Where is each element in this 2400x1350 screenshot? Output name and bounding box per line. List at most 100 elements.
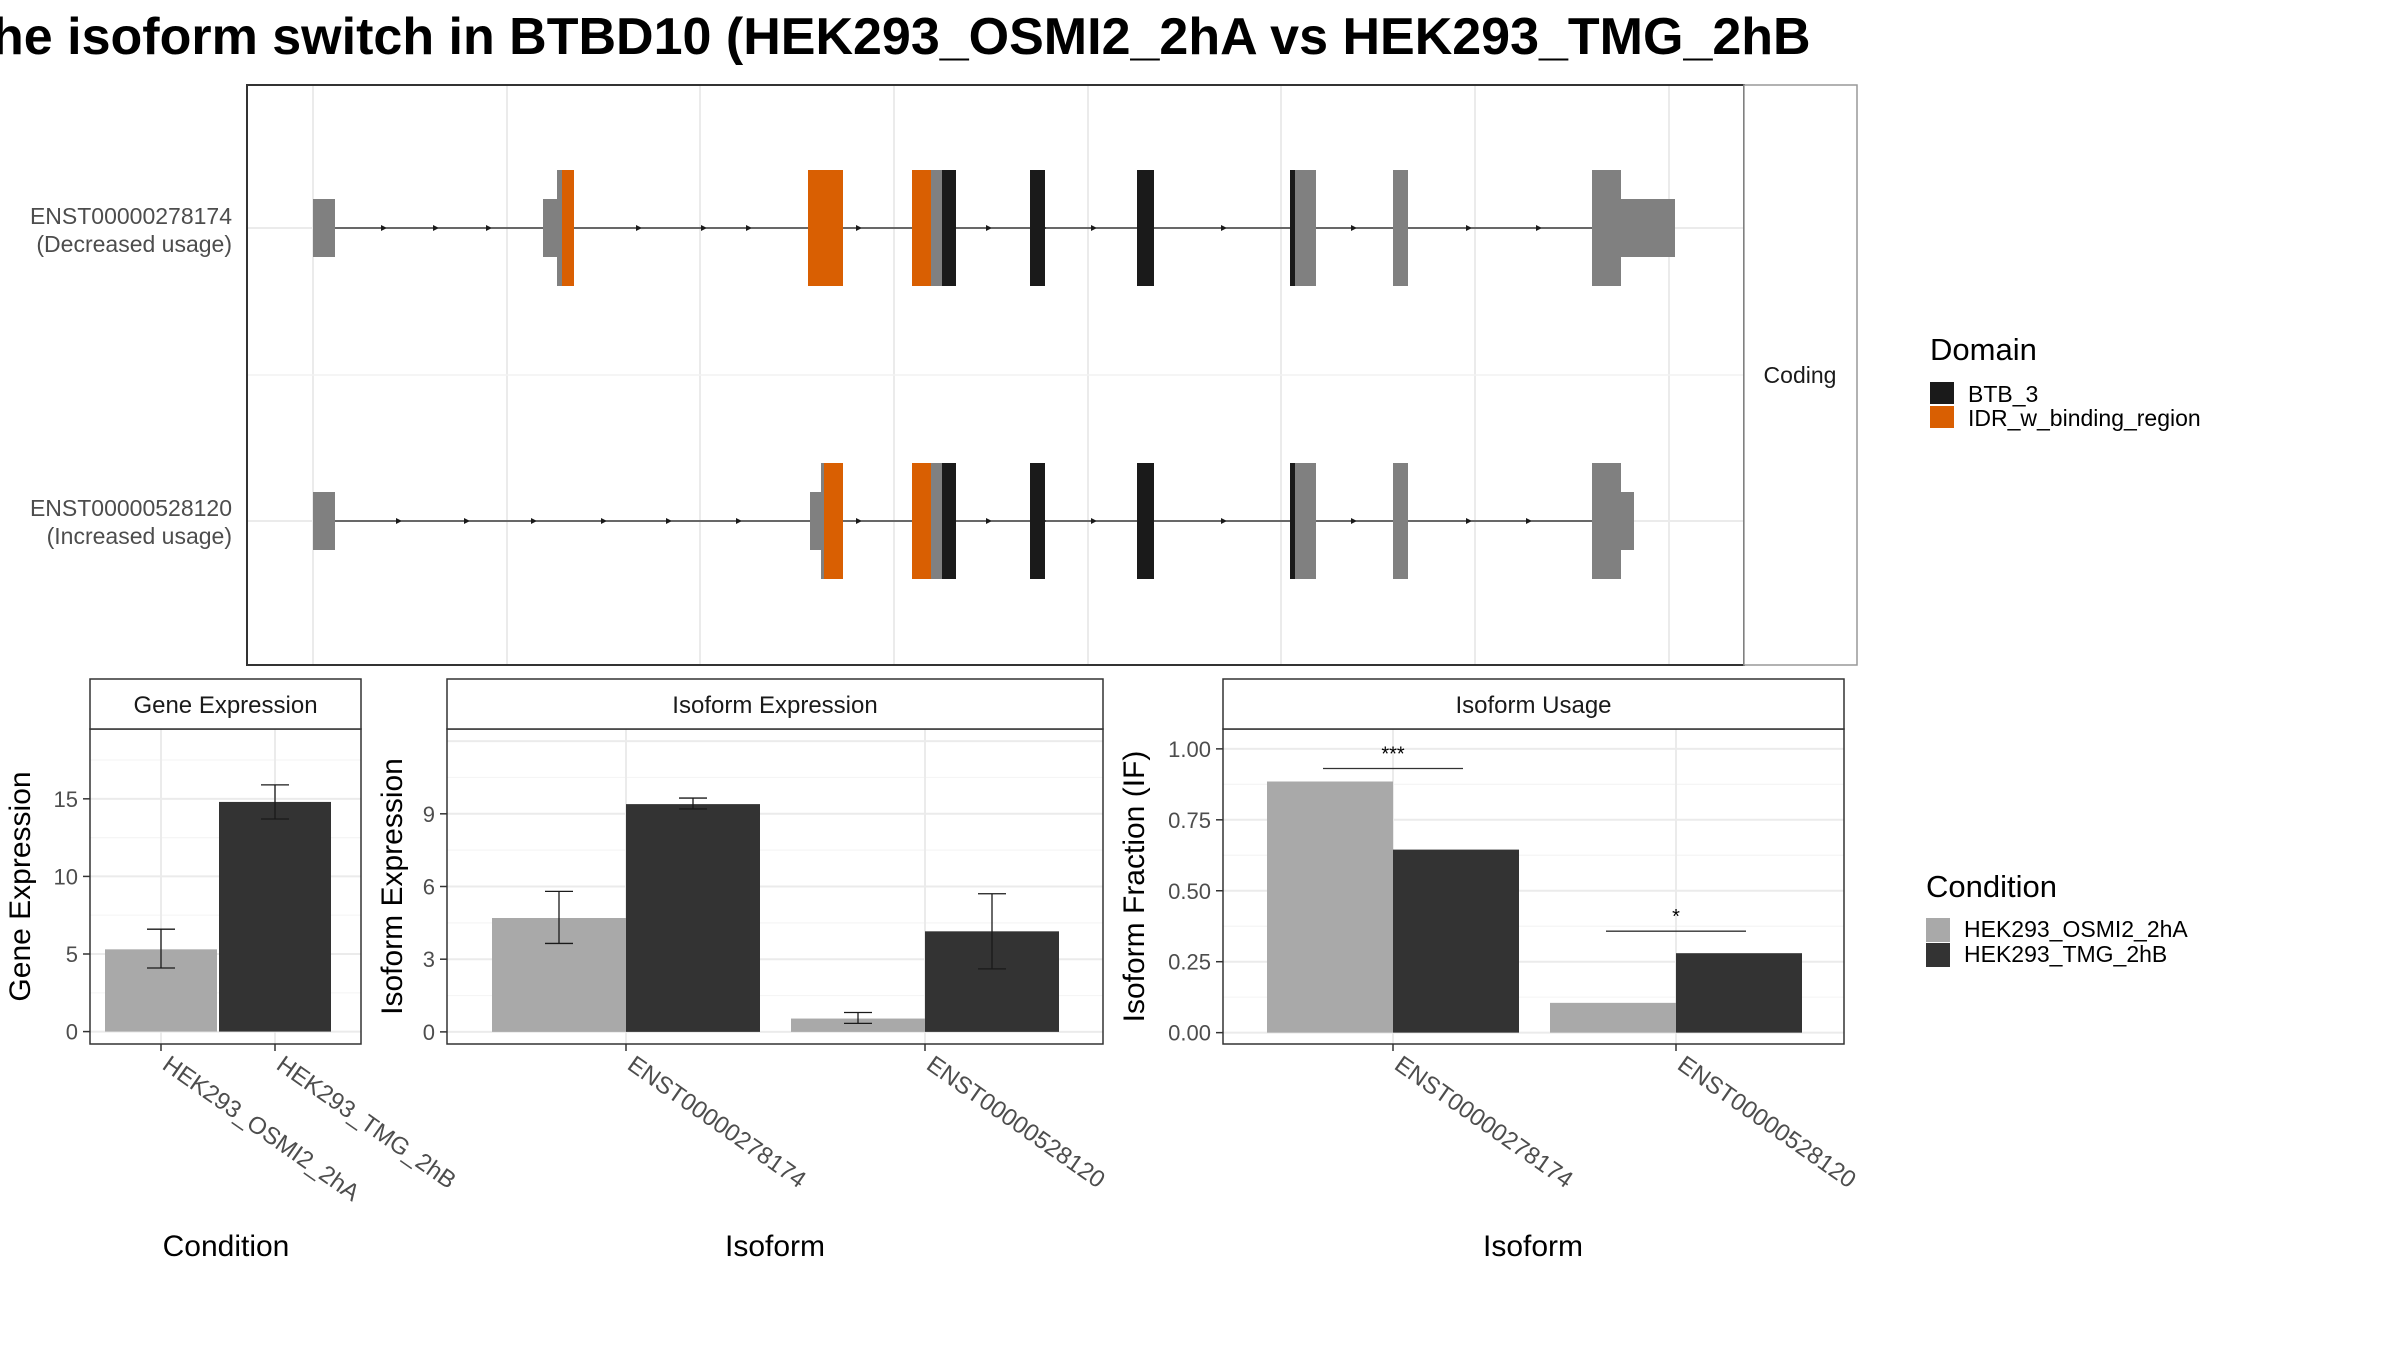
btb-domain-block (1290, 170, 1295, 286)
domain-legend-title: Domain (1930, 332, 2037, 367)
transcript-panel: Coding ENST00000278174 (Decreased usage)… (30, 84, 1858, 666)
exon-block (931, 463, 942, 579)
y-tick-label: 0 (66, 1020, 78, 1045)
bar-HEK293_TMG_2hB (219, 801, 331, 1032)
strand-arrow (486, 225, 492, 231)
chart-title: Isoform Expression (672, 692, 877, 719)
strand-arrow (601, 518, 607, 524)
bar-ENST00000278174-HEK293_TMG_2hB (626, 804, 760, 1032)
strand-arrow (986, 518, 992, 524)
strand-arrow (531, 518, 537, 524)
exon-block (1295, 463, 1316, 579)
y-tick-label: 10 (54, 864, 78, 889)
domain-legend-label-idr: IDR_w_binding_region (1968, 405, 2201, 431)
transcript-label-2-id: ENST00000528120 (30, 495, 232, 521)
bar-ENST00000528120-HEK293_OSMI2_2hA (791, 1018, 925, 1032)
condition-legend-swatch-b (1926, 943, 1950, 967)
idr-domain-block (912, 463, 931, 579)
exon-block (931, 170, 942, 286)
exon-block (1393, 170, 1408, 286)
condition-legend-label-b: HEK293_TMG_2hB (1964, 941, 2167, 967)
exon-block (1621, 492, 1634, 550)
btb-domain-block (1137, 170, 1154, 286)
domain-legend-label-btb: BTB_3 (1968, 381, 2038, 407)
btb-domain-block (942, 463, 956, 579)
y-tick-label: 15 (54, 787, 78, 812)
domain-legend-swatch-idr (1930, 406, 1954, 428)
idr-domain-block (824, 463, 843, 579)
y-tick-label: 0 (423, 1020, 435, 1045)
strand-arrow (666, 518, 672, 524)
strand-arrow (1466, 518, 1472, 524)
transcript-row-2 (313, 463, 1634, 579)
y-axis-label: Isoform Expression (376, 758, 409, 1015)
exon-block (1295, 170, 1316, 286)
strand-arrow (1526, 518, 1532, 524)
y-tick-label: 1.00 (1168, 737, 1211, 762)
idr-domain-block (562, 170, 574, 286)
y-tick-label: 0.75 (1168, 808, 1211, 833)
exon-block (543, 199, 557, 257)
coding-strip (1743, 84, 1858, 666)
domain-legend: Domain BTB_3 IDR_w_binding_region (1930, 332, 2201, 431)
exon-block (810, 492, 821, 550)
domain-legend-swatch-btb (1930, 382, 1954, 404)
x-tick-label: ENST00000278174 (623, 1051, 811, 1194)
bar-ENST00000278174-HEK293_TMG_2hB (1393, 849, 1519, 1033)
idr-domain-block (912, 170, 931, 286)
strand-arrow (381, 225, 387, 231)
bar-charts: Gene Expression 0 5 10 15 HEK293_OSMI2_2hAHEK… (4, 678, 1861, 1263)
y-tick-label: 0.50 (1168, 879, 1211, 904)
x-tick-label: HEK293_TMG_2hB (272, 1051, 461, 1195)
strand-arrow (1351, 225, 1357, 231)
exon-block (313, 492, 335, 550)
x-tick-label: ENST00000278174 (1390, 1051, 1578, 1194)
chart-3: ****Isoform Usage0.000.250.500.751.00ENS… (1118, 678, 1861, 1263)
y-tick-label: 9 (423, 802, 435, 827)
strand-arrow (636, 225, 642, 231)
exon-block (557, 170, 562, 286)
chart-strip (89, 678, 362, 730)
strand-arrow (856, 518, 862, 524)
y-tick-label: 5 (66, 942, 78, 967)
chart-title: Gene Expression (133, 692, 317, 719)
exon-block (313, 199, 335, 257)
strand-arrow (746, 225, 752, 231)
strand-arrow (1221, 225, 1227, 231)
y-tick-label: 0.00 (1168, 1021, 1211, 1046)
condition-legend-swatch-a (1926, 918, 1950, 942)
x-tick-label: HEK293_OSMI2_2hA (158, 1051, 365, 1207)
transcript-label-2-note: (Increased usage) (47, 523, 232, 549)
idr-domain-block (808, 170, 843, 286)
y-tick-label: 0.25 (1168, 950, 1211, 975)
exon-block (1621, 199, 1675, 257)
btb-domain-block (1030, 463, 1045, 579)
strand-arrow (1091, 518, 1097, 524)
strand-arrow (1536, 225, 1542, 231)
exon-block (821, 463, 824, 579)
transcript-label-1-id: ENST00000278174 (30, 203, 232, 229)
condition-legend-title: Condition (1926, 869, 2057, 904)
strand-arrow (1221, 518, 1227, 524)
chart-strip (1222, 678, 1845, 730)
y-axis-label: Isoform Fraction (IF) (1118, 751, 1151, 1023)
strand-arrow (1466, 225, 1472, 231)
btb-domain-block (942, 170, 956, 286)
chart-2: Isoform Expression 0 3 6 9 ENST00000278174 ENS… (376, 678, 1110, 1263)
strand-arrow (701, 225, 707, 231)
figure-title: he isoform switch in BTBD10 (HEK293_OSMI… (0, 8, 1811, 66)
bar-ENST00000528120-HEK293_TMG_2hB (1676, 953, 1802, 1033)
transcript-label-1-note: (Decreased usage) (36, 231, 232, 257)
y-tick-label: 3 (423, 947, 435, 972)
significance-label: *** (1381, 744, 1405, 766)
condition-legend: Condition HEK293_OSMI2_2hA HEK293_TMG_2h… (1926, 869, 2188, 967)
strand-arrow (464, 518, 470, 524)
exon-block (1592, 463, 1621, 579)
chart-strip (446, 678, 1104, 730)
x-axis-label: Isoform (725, 1230, 825, 1263)
btb-domain-block (1030, 170, 1045, 286)
x-tick-label: ENST00000528120 (1673, 1051, 1861, 1194)
strand-arrow (986, 225, 992, 231)
exon-block (1393, 463, 1408, 579)
